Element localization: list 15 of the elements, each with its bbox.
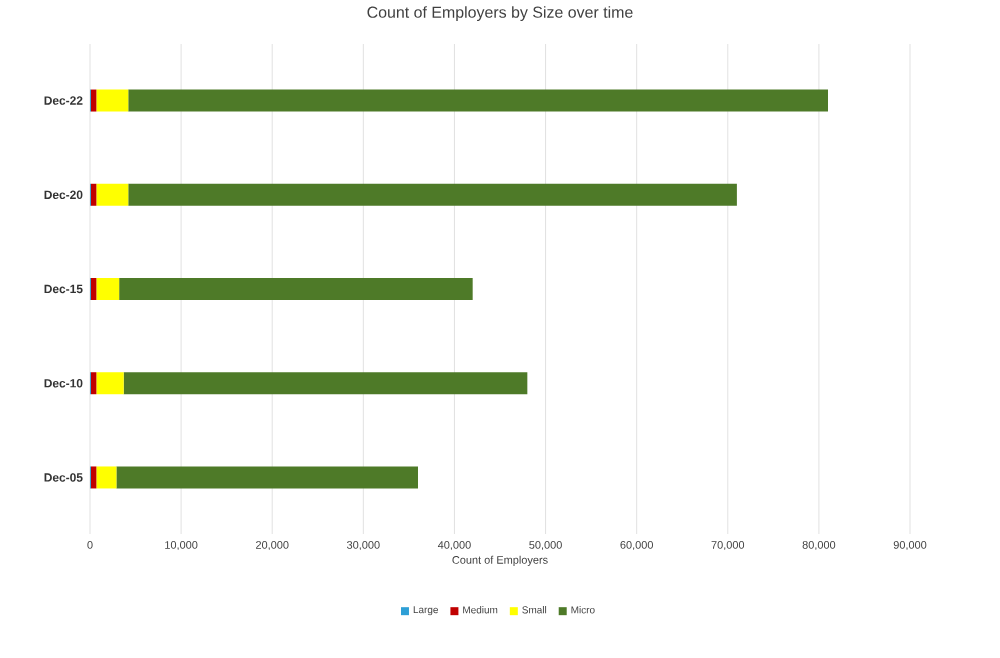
- bar: [96, 372, 124, 395]
- bar: [128, 89, 828, 112]
- bar: [96, 89, 129, 112]
- bar: [90, 278, 97, 300]
- bar: [119, 278, 473, 300]
- bar: [96, 278, 120, 300]
- bar: [116, 466, 418, 489]
- bar: [90, 466, 97, 489]
- bar: [90, 372, 97, 395]
- bar: [96, 466, 117, 489]
- bar: [90, 89, 97, 112]
- bar: [128, 183, 737, 206]
- bar: [90, 183, 97, 206]
- bar: [123, 372, 528, 395]
- bar: [96, 183, 129, 206]
